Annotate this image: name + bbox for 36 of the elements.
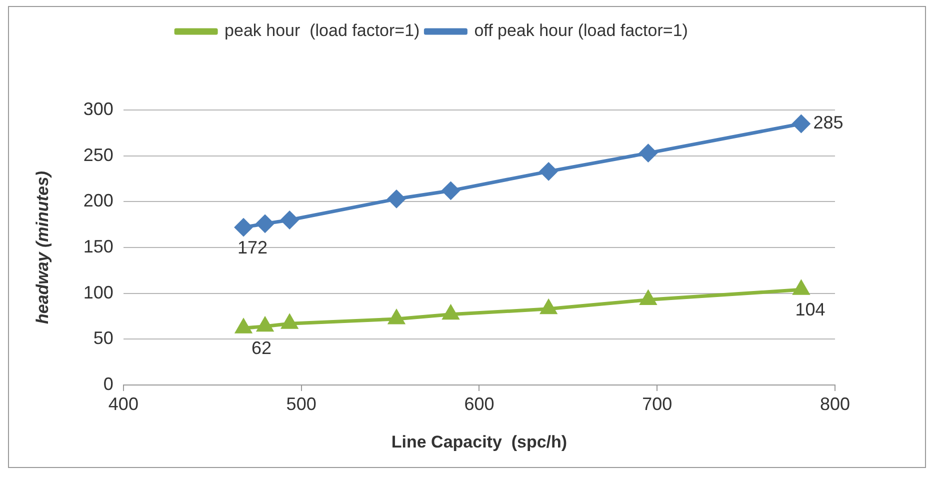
point <box>640 291 656 305</box>
legend-label: peak hour (load factor=1) <box>224 21 420 40</box>
point <box>388 190 406 208</box>
x-tick-label: 600 <box>464 394 494 414</box>
data-label: 172 <box>238 237 268 258</box>
y-tick-label: 0 <box>103 374 114 394</box>
point <box>442 182 460 200</box>
point <box>792 115 810 132</box>
y-tick-label: 200 <box>83 190 114 211</box>
y-tick-label: 250 <box>83 144 114 165</box>
point <box>540 300 556 314</box>
point <box>256 214 274 232</box>
y-tick-label: 50 <box>93 328 114 348</box>
point <box>280 211 298 229</box>
x-tick-label: 700 <box>642 394 672 414</box>
data-label: 285 <box>813 112 844 133</box>
point <box>639 144 657 162</box>
y-tick-label: 100 <box>83 282 114 302</box>
data-label: 104 <box>795 300 826 320</box>
legend-label: off peak hour (load factor=1) <box>474 21 688 40</box>
x-axis-title: Line Capacity (spc/h) <box>391 432 568 452</box>
x-tick-label: 500 <box>286 394 316 414</box>
data-label: 62 <box>252 338 272 358</box>
point <box>236 319 252 334</box>
point <box>442 306 459 320</box>
x-tick-label: 400 <box>108 394 138 414</box>
y-tick-label: 300 <box>83 98 114 119</box>
y-axis-title: headway (minutes) <box>32 170 52 324</box>
point <box>234 218 252 236</box>
point <box>540 162 558 180</box>
point <box>388 310 404 324</box>
point <box>793 280 810 295</box>
y-tick-label: 150 <box>83 236 114 256</box>
x-tick-label: 800 <box>820 394 850 414</box>
point <box>257 318 273 332</box>
point <box>282 314 298 329</box>
